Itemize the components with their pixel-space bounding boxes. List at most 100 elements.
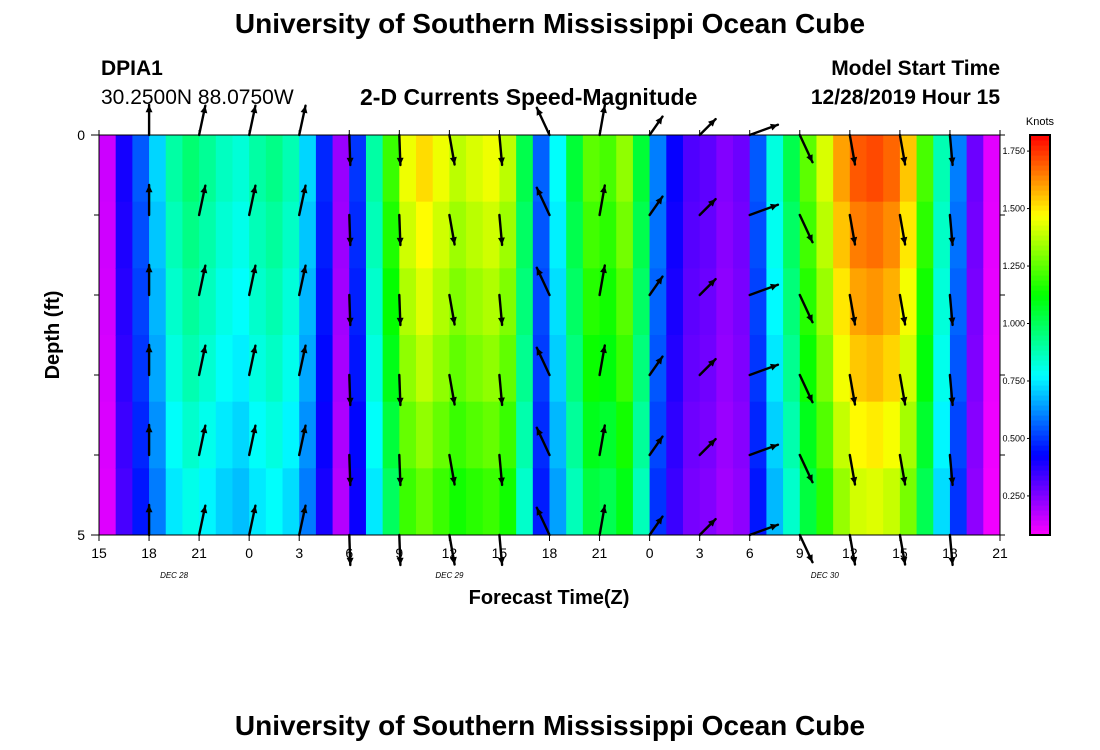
heat-cell [966,201,984,269]
heat-cell [165,268,184,336]
heat-cell [416,201,434,269]
heat-cell [733,468,751,535]
arrow-head [948,317,956,325]
heat-cell [232,135,250,203]
current-arrow [948,453,956,487]
heat-cell [149,401,167,469]
heat-cell [282,268,300,336]
heat-cell [866,401,884,469]
heat-cell [115,401,133,469]
x-tick-label: 6 [345,545,353,561]
model-start-time: 12/28/2019 Hour 15 [810,86,1000,109]
current-arrow [535,186,551,217]
heat-cell [365,335,384,403]
heat-cell [716,268,734,336]
heat-cell [933,335,951,403]
arrow-head [600,105,607,114]
heat-cell [699,135,717,203]
arrow-head [806,474,813,483]
arrow-head [600,185,607,194]
heat-cell [299,335,317,403]
heat-cell [349,268,367,336]
colorbar-segment [1030,385,1050,391]
current-arrow [145,183,153,217]
arrow-head [655,276,663,285]
arrow-head [346,397,354,405]
current-arrow [448,533,457,566]
heat-cell [682,335,701,403]
x-tick-label: 18 [942,545,958,561]
current-arrow [898,533,908,566]
arrow-head [900,476,908,485]
colorbar-segment [1030,330,1050,336]
current-arrow [197,104,208,137]
colorbar-segment [1030,265,1050,271]
current-arrow [748,203,780,217]
colorbar-tick-label: 1.500 [1002,204,1025,214]
arrow-head [600,425,607,434]
heat-cell [866,335,884,403]
x-tick-label: 15 [91,545,107,561]
heat-cell [666,268,684,336]
arrow-head [346,157,354,165]
arrow-head [536,347,543,356]
heat-cell [182,468,200,535]
current-arrow [748,443,780,457]
heat-cell [833,335,851,403]
current-arrow [648,275,664,297]
arrow-head [770,523,778,531]
x-tick-label: 3 [295,545,303,561]
heat-cell [966,468,984,535]
colorbar-segment [1030,140,1050,146]
current-arrow [535,346,551,377]
heat-cell [733,135,751,203]
y-axis-label: Depth (ft) [42,291,64,380]
current-arrow [748,123,780,137]
heat-cell [899,268,918,336]
arrow-head [346,237,354,245]
heat-cell [966,335,984,403]
heat-cell [149,468,167,535]
heat-cell [549,468,567,535]
heat-cell [265,401,284,469]
current-arrow [798,133,814,164]
heat-cell [582,135,601,203]
current-arrow [145,343,153,377]
heat-cell [983,468,1000,535]
colorbar-segment [1030,395,1050,401]
arrow-head [200,425,208,434]
current-arrow [448,133,457,166]
current-arrow [197,344,208,377]
colorbar-segment [1030,475,1050,481]
current-arrow [535,426,551,457]
heat-cell [365,468,384,535]
colorbar-segment [1030,410,1050,416]
heat-cell [983,268,1000,336]
arrow-head [655,196,663,205]
current-arrow [598,504,607,537]
heat-cell [99,201,117,269]
heat-cell [866,268,884,336]
axes: 15 18 21 0 3 6 9 12 15 18 21 0 3 6 9 12 15 18 21 DEC 28 DEC … [77,127,1008,580]
colorbar-segment [1030,220,1050,226]
colorbar-segment [1030,240,1050,246]
arrow-head [770,443,778,451]
heat-cell [215,201,234,269]
current-arrow [448,213,457,246]
heat-cell [666,201,684,269]
colorbar-tick-label: 1.000 [1002,319,1025,329]
heat-cell [582,335,601,403]
colorbar-segment [1030,155,1050,161]
colorbar-segment [1030,215,1050,221]
heat-cell [916,468,934,535]
heat-cell [883,468,901,535]
heat-cell [866,135,884,203]
heat-cell [899,401,918,469]
heat-cell [616,468,634,535]
current-arrow [948,373,956,407]
colorbar-segment [1030,145,1050,151]
x-tick-label: 12 [842,545,858,561]
heat-cell [666,401,684,469]
arrow-head [200,505,208,514]
heat-cell [799,268,818,336]
